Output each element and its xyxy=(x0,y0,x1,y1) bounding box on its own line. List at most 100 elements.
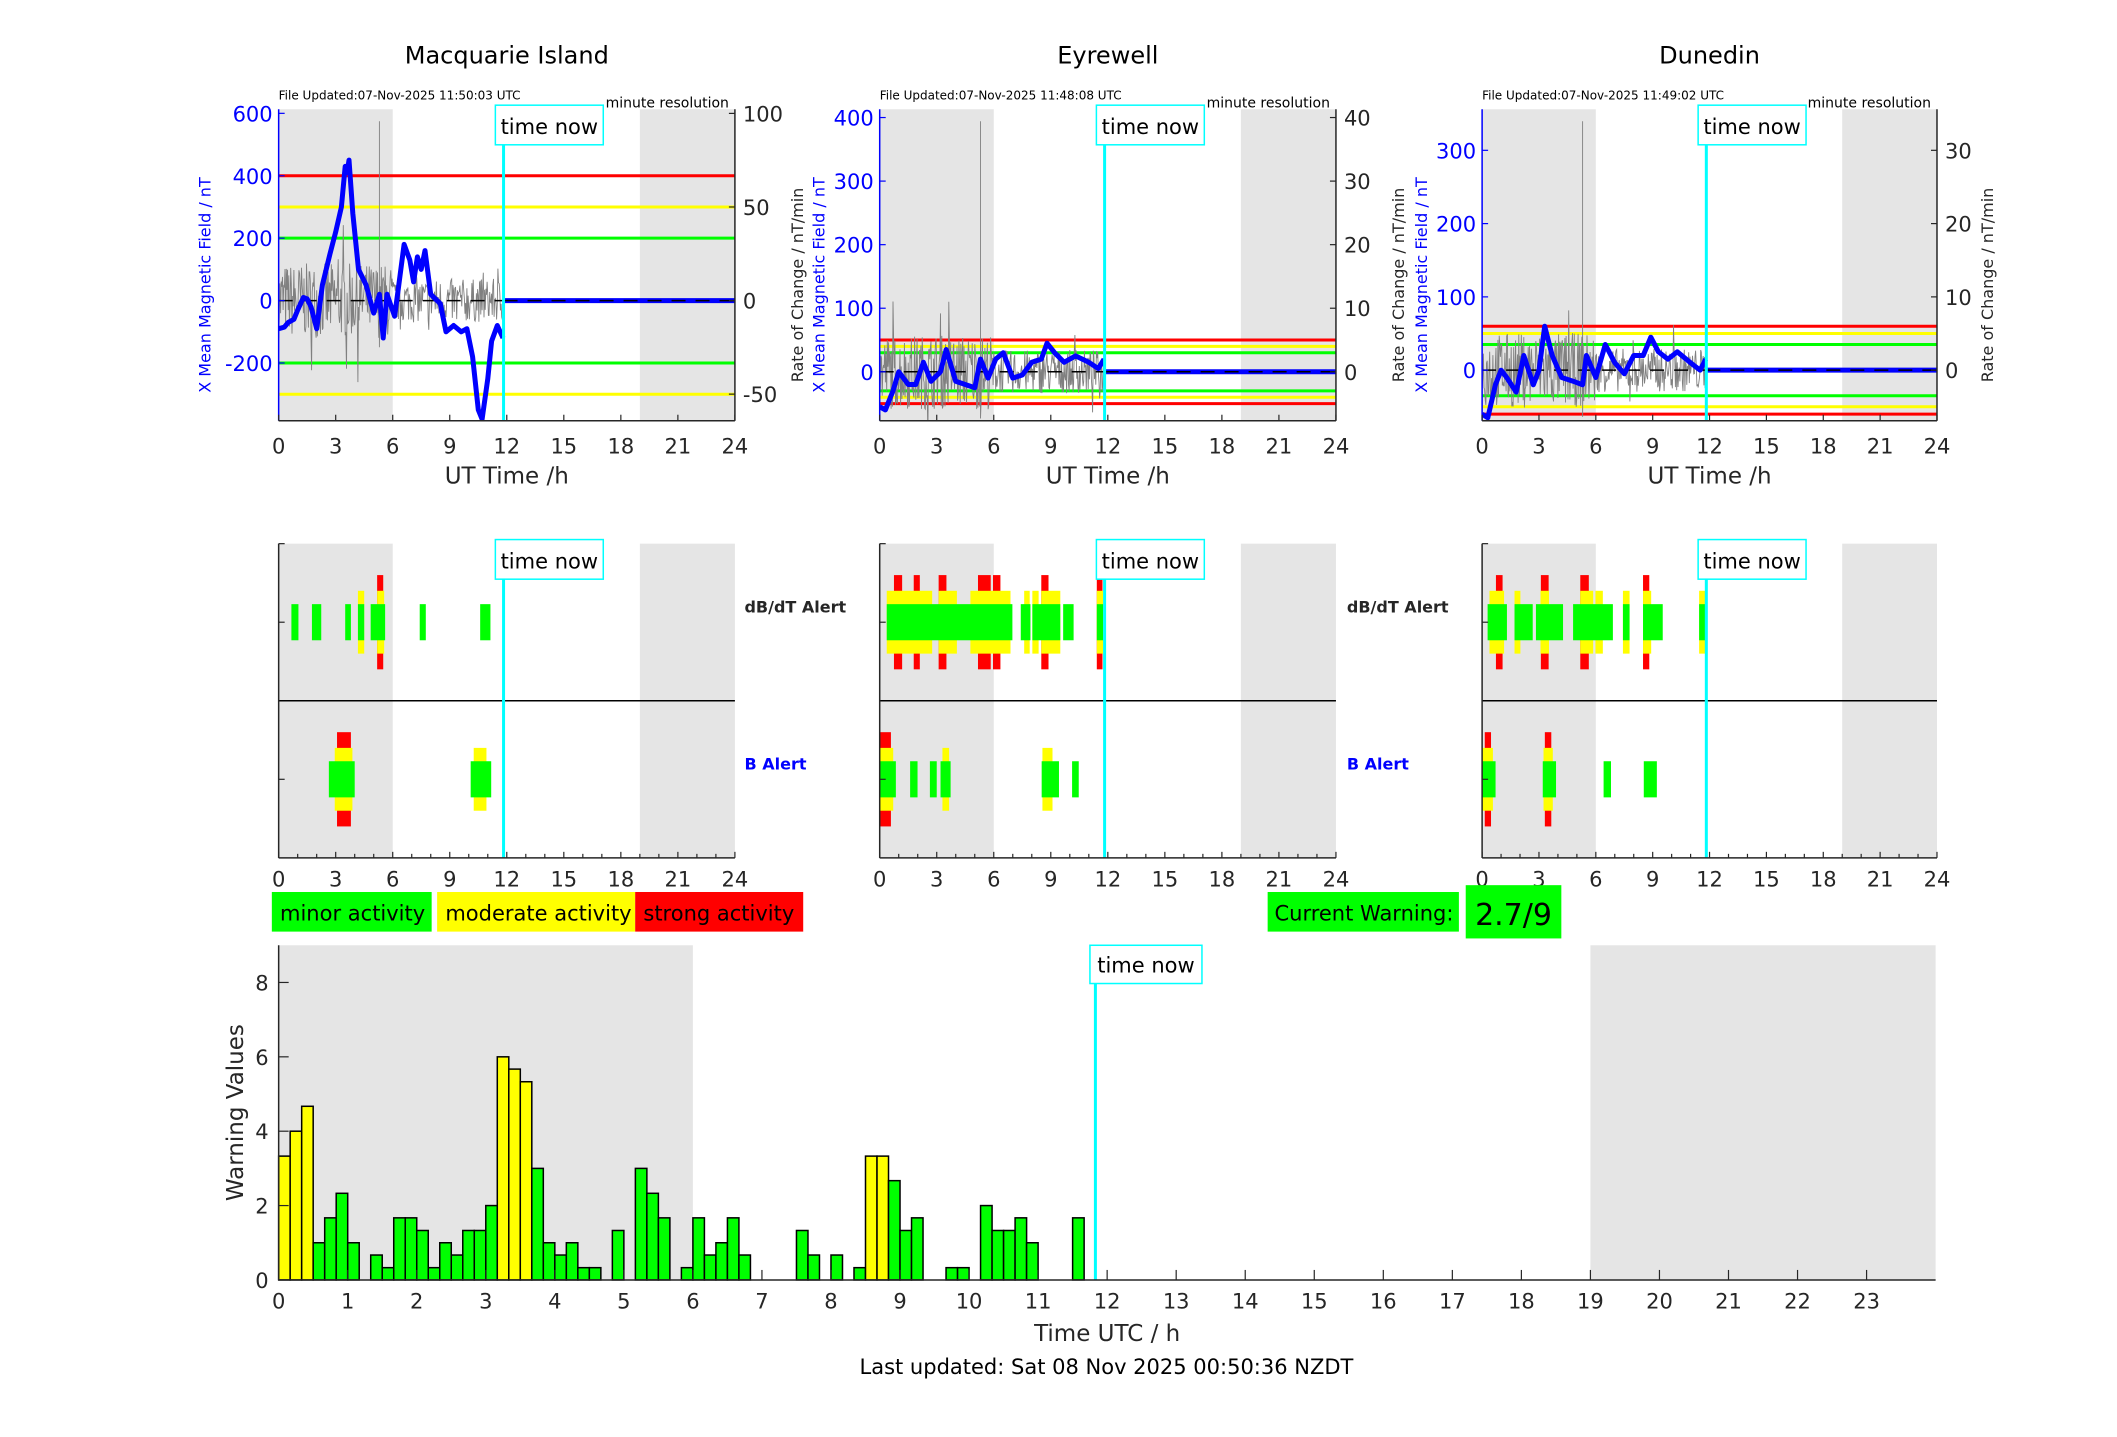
x-tick-label: 24 xyxy=(1323,867,1350,891)
warning-bar xyxy=(450,1254,464,1281)
dbdt-alert-minor-block xyxy=(1096,604,1104,641)
warning-bar xyxy=(577,1266,591,1281)
legend-strong-label: strong activity xyxy=(643,902,794,926)
warning-bar xyxy=(462,1229,476,1281)
warning-bar xyxy=(864,1155,878,1281)
dbdt-alert-minor-block xyxy=(311,604,322,641)
legend-strong-swatch xyxy=(635,891,804,932)
warning-bar xyxy=(726,1217,740,1281)
resolution-text: minute resolution xyxy=(606,95,729,111)
x-tick-label: 10 xyxy=(956,1289,983,1313)
time-now-box xyxy=(494,538,605,580)
x-tick-label: 23 xyxy=(1853,1289,1880,1313)
x-tick-label: 1 xyxy=(341,1289,354,1313)
x-tick-label: 24 xyxy=(722,434,749,458)
warning-bar xyxy=(531,1167,545,1281)
resolution-text: minute resolution xyxy=(1207,95,1330,111)
time-now-label: time now xyxy=(501,115,598,139)
warning-bar xyxy=(415,1229,430,1281)
warning-bar xyxy=(289,1130,303,1281)
x-tick-label: 21 xyxy=(665,434,692,458)
x-tick-label: 21 xyxy=(1867,434,1894,458)
b-alert-minor-block xyxy=(1482,761,1496,798)
time-now-box xyxy=(1697,104,1807,146)
warning-bar xyxy=(381,1266,395,1281)
time-now-box xyxy=(1095,104,1206,146)
warning-bar xyxy=(427,1266,441,1281)
warning-bar xyxy=(335,1192,349,1281)
x-tick-label: 9 xyxy=(443,434,456,458)
x-tick-label: 12 xyxy=(493,867,520,891)
warning-bar xyxy=(565,1242,579,1281)
y-axis-label-left: X Mean Magnetic Field / nT xyxy=(196,177,215,393)
x-tick-label: 3 xyxy=(930,434,943,458)
warning-bar xyxy=(738,1254,752,1281)
x-tick-label: 9 xyxy=(1646,434,1659,458)
x-tick-label: 9 xyxy=(443,867,456,891)
b-alert-minor-block xyxy=(879,761,896,798)
warning-bar xyxy=(508,1068,522,1281)
y-tick-label-right: 10 xyxy=(1945,286,1972,310)
file-updated-text: File Updated:07-Nov-2025 11:50:03 UTC xyxy=(279,89,521,103)
current-warning-label: Current Warning: xyxy=(1274,902,1453,926)
x-tick-label: 0 xyxy=(873,434,886,458)
night-shading xyxy=(278,109,393,421)
x-tick-label: 14 xyxy=(1232,1289,1259,1313)
night-shading xyxy=(1842,109,1937,421)
x-tick-label: 18 xyxy=(607,434,634,458)
y-tick-label-right: 50 xyxy=(743,196,770,220)
time-now-box xyxy=(494,104,605,146)
b-alert-label: B Alert xyxy=(1347,755,1409,774)
time-now-label: time now xyxy=(1102,115,1199,139)
x-tick-label: 6 xyxy=(987,867,1000,891)
x-field-trace xyxy=(1482,323,1709,421)
y-tick-label-left: 200 xyxy=(233,227,273,251)
y-tick-label-left: 0 xyxy=(1463,359,1476,383)
warning-bar xyxy=(1002,1229,1016,1281)
time-now-label: time now xyxy=(1703,115,1800,139)
warning-bar xyxy=(392,1217,406,1281)
y-tick-label-right: -50 xyxy=(743,383,777,407)
file-updated-text: File Updated:07-Nov-2025 11:48:08 UTC xyxy=(880,89,1122,103)
warning-bar xyxy=(945,1266,959,1281)
x-tick-label: 2 xyxy=(410,1289,423,1313)
warning-bar xyxy=(404,1217,418,1281)
x-axis-label: UT Time /h xyxy=(1647,463,1771,489)
warning-bar xyxy=(519,1080,533,1281)
x-tick-label: 21 xyxy=(1715,1289,1742,1313)
x-tick-label: 15 xyxy=(1753,867,1780,891)
x-tick-label: 0 xyxy=(873,867,886,891)
dbdt-alert-minor-block xyxy=(1643,604,1663,641)
warning-bar xyxy=(312,1242,326,1281)
warning-bar xyxy=(795,1229,809,1281)
x-tick-label: 24 xyxy=(1924,867,1951,891)
warning-bar xyxy=(830,1254,844,1281)
y-tick-label-right: 20 xyxy=(1945,213,1972,237)
time-now-label: time now xyxy=(501,549,598,573)
warning-bar xyxy=(991,1229,1005,1281)
dbdt-alert-label: dB/dT Alert xyxy=(744,598,846,617)
b-alert-minor-block xyxy=(940,761,951,798)
resolution-text: minute resolution xyxy=(1808,95,1931,111)
y-tick-label-left: 400 xyxy=(233,165,273,189)
warning-bar xyxy=(853,1266,867,1281)
current-warning-value: 2.7/9 xyxy=(1475,898,1552,933)
b-alert-minor-block xyxy=(1072,761,1079,798)
x-tick-label: 22 xyxy=(1784,1289,1811,1313)
y-axis-label-left: X Mean Magnetic Field / nT xyxy=(810,177,829,393)
b-alert-minor-block xyxy=(910,761,918,798)
time-now-label: time now xyxy=(1097,954,1194,978)
b-alert-label: B Alert xyxy=(744,755,806,774)
time-now-box xyxy=(1089,944,1203,985)
x-tick-label: 9 xyxy=(1646,867,1659,891)
x-tick-label: 12 xyxy=(493,434,520,458)
x-tick-label: 3 xyxy=(329,867,342,891)
x-tick-label: 21 xyxy=(1867,867,1894,891)
y-tick-label: 8 xyxy=(255,971,268,995)
y-tick-label-right: 30 xyxy=(1344,170,1371,194)
y-tick-label-right: 30 xyxy=(1945,139,1972,163)
x-tick-label: 6 xyxy=(686,1289,699,1313)
y-tick-label-left: 300 xyxy=(1436,139,1476,163)
x-tick-label: 12 xyxy=(1094,434,1121,458)
